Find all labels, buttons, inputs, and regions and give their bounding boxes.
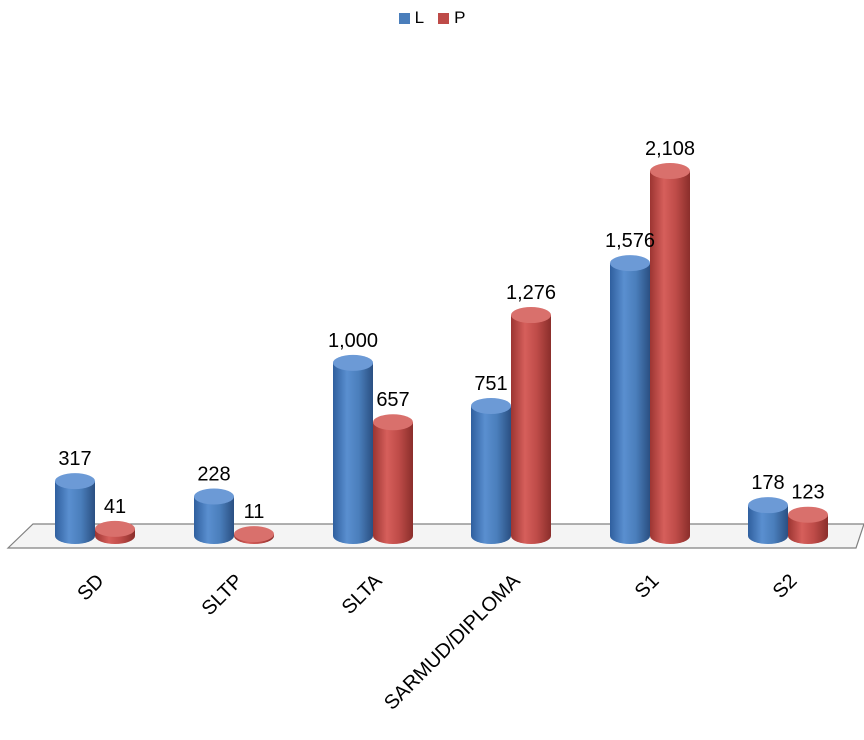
value-label-l-s1: 1,576 [605,230,655,252]
value-label-l-sd: 317 [58,448,91,470]
bar-p-sd [95,520,135,544]
legend-swatch-p [438,12,450,24]
bar-l-sltp [194,488,234,544]
value-label-p-s2: 123 [791,482,824,504]
value-label-l-sarmud-diploma: 751 [474,373,507,395]
chart-legend: L P [0,8,864,28]
value-label-l-s2: 178 [751,472,784,494]
chart-floor [6,523,864,549]
legend-swatch-l [398,12,410,24]
category-label-sd: SD [73,570,108,605]
bar-p-s2 [788,506,828,544]
bar-p-s1 [650,163,690,544]
bar-l-sarmud-diploma [471,397,511,544]
bars-group [55,163,828,544]
category-label-sltp: SLTP [198,570,248,620]
legend-item-l: L [398,8,425,28]
value-label-p-sd: 41 [104,496,126,518]
value-label-p-sarmud-diploma: 1,276 [506,282,556,304]
category-label-slta: SLTA [338,570,387,619]
category-label-s1: S1 [631,570,664,603]
value-label-p-s1: 2,108 [645,138,695,160]
bar-p-sltp [234,526,274,544]
bar-l-s1 [610,255,650,544]
bar-l-sd [55,473,95,544]
legend-item-p: P [438,8,465,28]
value-label-l-sltp: 228 [197,464,230,486]
value-label-p-sltp: 11 [244,501,265,523]
bar-l-s2 [748,497,788,544]
bar-p-sarmud-diploma [511,307,551,544]
value-label-p-slta: 657 [376,389,409,411]
value-labels-group: 317 41 228 11 1,000 657 751 1,276 1,576 2,108 178 1… [58,138,824,523]
legend-label-p: P [454,8,466,27]
legend-label-l: L [414,8,425,27]
bar-p-slta [373,414,413,544]
value-label-l-slta: 1,000 [328,330,378,352]
category-label-sarmud-diploma: SARMUD/DIPLOMA [380,570,525,715]
category-label-s2: S2 [769,570,802,603]
bar-l-slta [333,354,373,544]
